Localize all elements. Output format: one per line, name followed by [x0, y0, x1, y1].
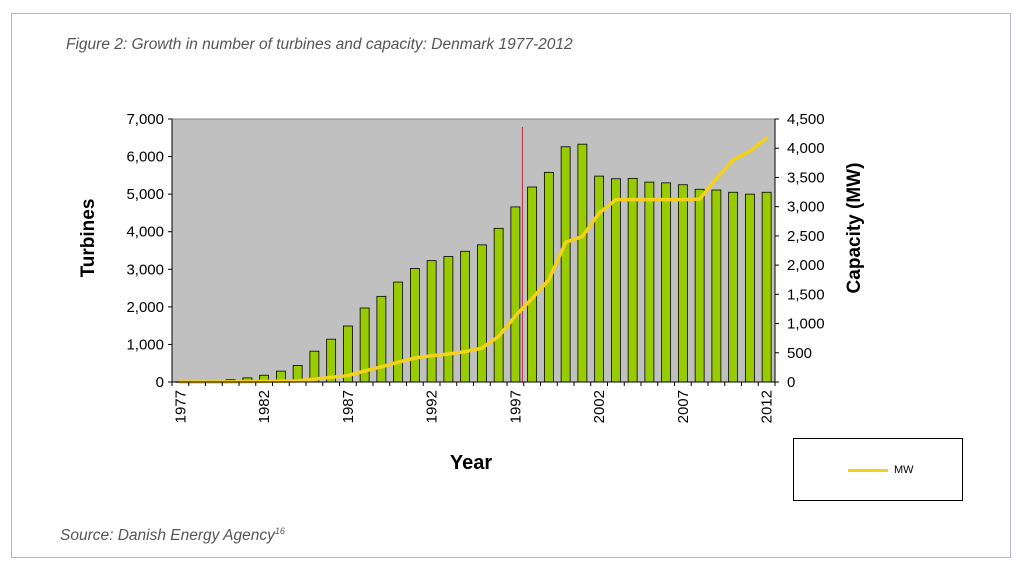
- bar-1998: [527, 186, 538, 383]
- y-axis-label: Turbines: [78, 199, 99, 278]
- x-tick-label: 2012: [759, 390, 776, 423]
- x-tick-label: 1982: [256, 390, 273, 423]
- source-footnote: 16: [274, 526, 285, 536]
- y-tick-label: 7,000: [126, 111, 164, 128]
- bar-2001: [577, 143, 588, 383]
- bar-1990: [393, 281, 404, 383]
- figure-title: Figure 2: Growth in number of turbines a…: [66, 36, 573, 53]
- x-tick-label: 1987: [340, 390, 357, 423]
- bar-2004: [627, 177, 638, 383]
- bar-1991: [409, 268, 420, 383]
- legend-swatch-mw: [848, 469, 888, 472]
- x-tick-label: 2002: [591, 390, 608, 423]
- bar-2003: [610, 178, 621, 383]
- y2-tick-label: 4,500: [787, 111, 825, 128]
- legend: MW: [793, 438, 963, 501]
- bar-1995: [476, 244, 487, 383]
- bar-1997: [510, 206, 521, 383]
- bar-1994: [460, 250, 471, 383]
- y2-tick-label: 1,500: [787, 286, 825, 303]
- source-text: Source: Danish Energy Agency: [60, 527, 275, 545]
- y2-tick-label: 4,000: [787, 140, 825, 157]
- bar-2007: [677, 184, 688, 383]
- bar-2011: [744, 193, 755, 383]
- bar-2008: [694, 188, 705, 383]
- x-tick-label: 1977: [172, 390, 189, 423]
- y2-tick-label: 500: [787, 345, 812, 362]
- y2-axis-label: Capacity (MW): [844, 163, 865, 294]
- bar-2006: [661, 182, 672, 383]
- bar-2005: [644, 181, 655, 383]
- y-tick-label: 4,000: [126, 224, 164, 241]
- y-tick-label: 6,000: [126, 149, 164, 166]
- y2-tick-label: 2,500: [787, 228, 825, 245]
- bar-2002: [594, 175, 605, 383]
- y-tick-label: 1,000: [126, 336, 164, 353]
- figure-source: Source: Danish Energy Agency16: [60, 526, 285, 545]
- bar-1993: [443, 256, 454, 383]
- bar-2000: [560, 146, 571, 383]
- y2-tick-label: 0: [787, 374, 795, 391]
- x-tick-label: 2007: [675, 390, 692, 423]
- y-tick-label: 0: [156, 374, 164, 391]
- bar-2012: [761, 191, 772, 383]
- bar-2010: [728, 191, 739, 383]
- y-tick-label: 3,000: [126, 261, 164, 278]
- x-tick-label: 1992: [424, 390, 441, 423]
- y-tick-label: 5,000: [126, 186, 164, 203]
- x-tick-label: 1997: [507, 390, 524, 423]
- y2-tick-label: 3,000: [787, 199, 825, 216]
- bar-1996: [493, 227, 504, 383]
- bar-1992: [426, 260, 437, 383]
- series-line-mw: [178, 136, 769, 384]
- y2-tick-label: 3,500: [787, 169, 825, 186]
- bar-2009: [711, 189, 722, 383]
- plot-area: [171, 118, 776, 383]
- y2-tick-label: 2,000: [787, 257, 825, 274]
- y2-tick-label: 1,000: [787, 316, 825, 333]
- legend-label-mw: MW: [894, 464, 914, 476]
- figure-frame: [11, 13, 1011, 558]
- x-axis-label: Year: [450, 452, 492, 474]
- y-tick-label: 2,000: [126, 299, 164, 316]
